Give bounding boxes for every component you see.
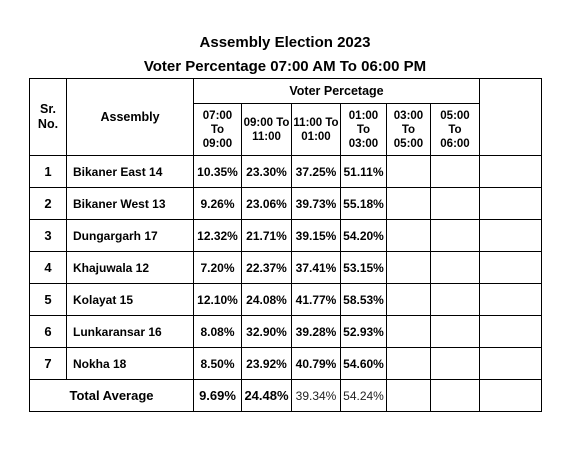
header-slot-5: 03:00 To 05:00 xyxy=(386,103,431,156)
blank-cell xyxy=(479,315,542,348)
total-value-cell: 39.34% xyxy=(291,379,341,412)
value-cell xyxy=(430,251,480,284)
value-cell: 54.20% xyxy=(340,219,387,252)
value-cell: 7.20% xyxy=(193,251,242,284)
blank-cell xyxy=(479,251,542,284)
value-cell: 41.77% xyxy=(291,283,341,316)
value-cell xyxy=(430,315,480,348)
total-value-cell xyxy=(430,379,480,412)
value-cell: 37.41% xyxy=(291,251,341,284)
voter-percentage-table: Sr. No. Assembly Voter Percetage 07:00 T… xyxy=(29,78,542,412)
value-cell: 21.71% xyxy=(241,219,292,252)
sr-no-cell: 4 xyxy=(29,251,67,284)
table-row: 2 Bikaner West 13 9.26% 23.06% 39.73% 55… xyxy=(29,187,542,220)
value-cell: 39.73% xyxy=(291,187,341,220)
blank-cell xyxy=(479,187,542,220)
value-cell xyxy=(386,219,431,252)
table-row: 4 Khajuwala 12 7.20% 22.37% 37.41% 53.15… xyxy=(29,251,542,284)
value-cell xyxy=(430,219,480,252)
value-cell xyxy=(386,155,431,188)
assembly-name-cell: Khajuwala 12 xyxy=(66,251,194,284)
table-row: 1 Bikaner East 14 10.35% 23.30% 37.25% 5… xyxy=(29,155,542,188)
total-value-cell: 9.69% xyxy=(193,379,242,412)
value-cell xyxy=(386,251,431,284)
assembly-name-cell: Lunkaransar 16 xyxy=(66,315,194,348)
sr-no-cell: 3 xyxy=(29,219,67,252)
value-cell xyxy=(430,187,480,220)
document-title: Assembly Election 2023 xyxy=(199,34,371,51)
header-voter-percentage: Voter Percetage xyxy=(193,78,480,104)
value-cell: 23.92% xyxy=(241,347,292,380)
value-cell: 24.08% xyxy=(241,283,292,316)
value-cell xyxy=(430,283,480,316)
table-row: 5 Kolayat 15 12.10% 24.08% 41.77% 58.53% xyxy=(29,283,542,316)
value-cell xyxy=(386,315,431,348)
assembly-name-cell: Bikaner East 14 xyxy=(66,155,194,188)
assembly-name-cell: Kolayat 15 xyxy=(66,283,194,316)
value-cell: 58.53% xyxy=(340,283,387,316)
value-cell xyxy=(386,347,431,380)
header-slot-2: 09:00 To 11:00 xyxy=(241,103,292,156)
value-cell: 32.90% xyxy=(241,315,292,348)
assembly-name-cell: Nokha 18 xyxy=(66,347,194,380)
header-slot-3: 11:00 To 01:00 xyxy=(291,103,341,156)
value-cell: 37.25% xyxy=(291,155,341,188)
value-cell: 23.06% xyxy=(241,187,292,220)
total-average-label: Total Average xyxy=(29,379,194,412)
value-cell: 23.30% xyxy=(241,155,292,188)
table-row: 3 Dungargarh 17 12.32% 21.71% 39.15% 54.… xyxy=(29,219,542,252)
total-average-row: Total Average 9.69% 24.48% 39.34% 54.24% xyxy=(29,379,542,412)
value-cell: 22.37% xyxy=(241,251,292,284)
value-cell xyxy=(430,155,480,188)
blank-cell xyxy=(479,155,542,188)
document-subtitle: Voter Percentage 07:00 AM To 06:00 PM xyxy=(143,58,427,75)
value-cell: 39.28% xyxy=(291,315,341,348)
sr-no-cell: 6 xyxy=(29,315,67,348)
value-cell: 39.15% xyxy=(291,219,341,252)
sr-no-cell: 2 xyxy=(29,187,67,220)
total-value-cell: 24.48% xyxy=(241,379,292,412)
value-cell: 54.60% xyxy=(340,347,387,380)
sr-no-cell: 7 xyxy=(29,347,67,380)
table-row: 6 Lunkaransar 16 8.08% 32.90% 39.28% 52.… xyxy=(29,315,542,348)
header-assembly: Assembly xyxy=(66,78,194,156)
blank-cell xyxy=(479,219,542,252)
value-cell: 55.18% xyxy=(340,187,387,220)
value-cell: 10.35% xyxy=(193,155,242,188)
total-value-cell xyxy=(386,379,431,412)
header-slot-1: 07:00 To 09:00 xyxy=(193,103,242,156)
assembly-name-cell: Dungargarh 17 xyxy=(66,219,194,252)
value-cell xyxy=(386,187,431,220)
value-cell: 12.10% xyxy=(193,283,242,316)
sr-no-cell: 1 xyxy=(29,155,67,188)
value-cell: 12.32% xyxy=(193,219,242,252)
value-cell: 40.79% xyxy=(291,347,341,380)
value-cell: 51.11% xyxy=(340,155,387,188)
blank-cell xyxy=(479,283,542,316)
table-row: 7 Nokha 18 8.50% 23.92% 40.79% 54.60% xyxy=(29,347,542,380)
sr-no-cell: 5 xyxy=(29,283,67,316)
value-cell: 8.08% xyxy=(193,315,242,348)
header-blank xyxy=(479,78,542,156)
value-cell: 53.15% xyxy=(340,251,387,284)
value-cell: 9.26% xyxy=(193,187,242,220)
value-cell: 8.50% xyxy=(193,347,242,380)
value-cell xyxy=(430,347,480,380)
blank-cell xyxy=(479,347,542,380)
value-cell xyxy=(386,283,431,316)
value-cell: 52.93% xyxy=(340,315,387,348)
total-value-cell: 54.24% xyxy=(340,379,387,412)
blank-cell xyxy=(479,379,542,412)
header-sr-no: Sr. No. xyxy=(29,78,67,156)
header-slot-4: 01:00 To 03:00 xyxy=(340,103,387,156)
header-slot-6: 05:00 To 06:00 xyxy=(430,103,480,156)
assembly-name-cell: Bikaner West 13 xyxy=(66,187,194,220)
